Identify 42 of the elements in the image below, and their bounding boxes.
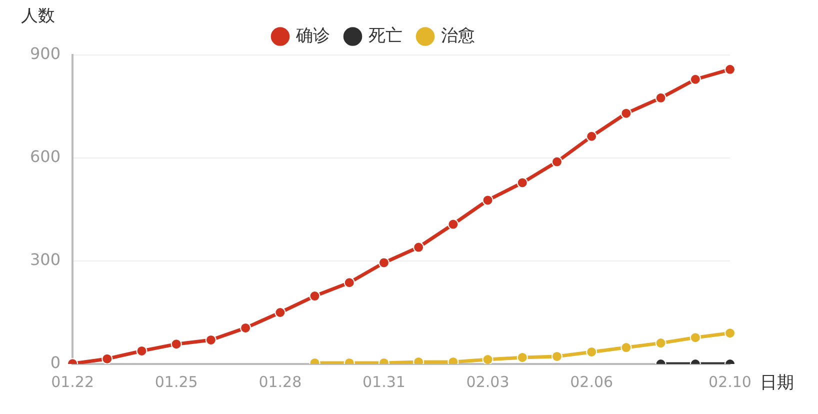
point [102,353,113,364]
point [690,74,701,85]
legend-label: 死亡 [368,26,402,46]
point [205,334,216,346]
x-tick-label: 02.03 [466,372,510,391]
point [516,177,528,188]
legend-label: 治愈 [440,26,475,46]
point [724,328,736,339]
y-tick-label: 0 [50,353,61,372]
point [274,307,286,318]
point [690,332,701,344]
x-tick-label: 01.31 [362,372,406,391]
point [448,218,459,230]
y-tick-label: 300 [30,250,61,270]
point [482,194,494,206]
y-tick-label: 600 [30,147,61,166]
x-axis-title: 日期 [760,372,794,393]
point [516,352,528,363]
point [413,242,424,253]
point [655,338,666,349]
x-tick-label: 01.22 [51,372,94,391]
x-tick-label: 02.10 [708,372,752,391]
point [586,130,598,142]
point [620,108,632,119]
point [170,338,182,350]
point [378,257,390,268]
point [309,290,320,302]
x-tick-label: 02.06 [570,372,614,391]
point [724,64,736,75]
point [586,346,598,358]
x-tick-label: 01.25 [154,372,198,391]
point [240,322,252,334]
point [551,156,562,168]
x-tick-label: 01.28 [258,372,302,391]
point [655,92,666,104]
legend-label: 确诊 [294,26,330,46]
point [482,354,494,364]
point [344,277,355,288]
point [551,350,562,362]
point [136,345,148,356]
y-tick-label: 900 [30,44,61,64]
point [620,342,632,354]
